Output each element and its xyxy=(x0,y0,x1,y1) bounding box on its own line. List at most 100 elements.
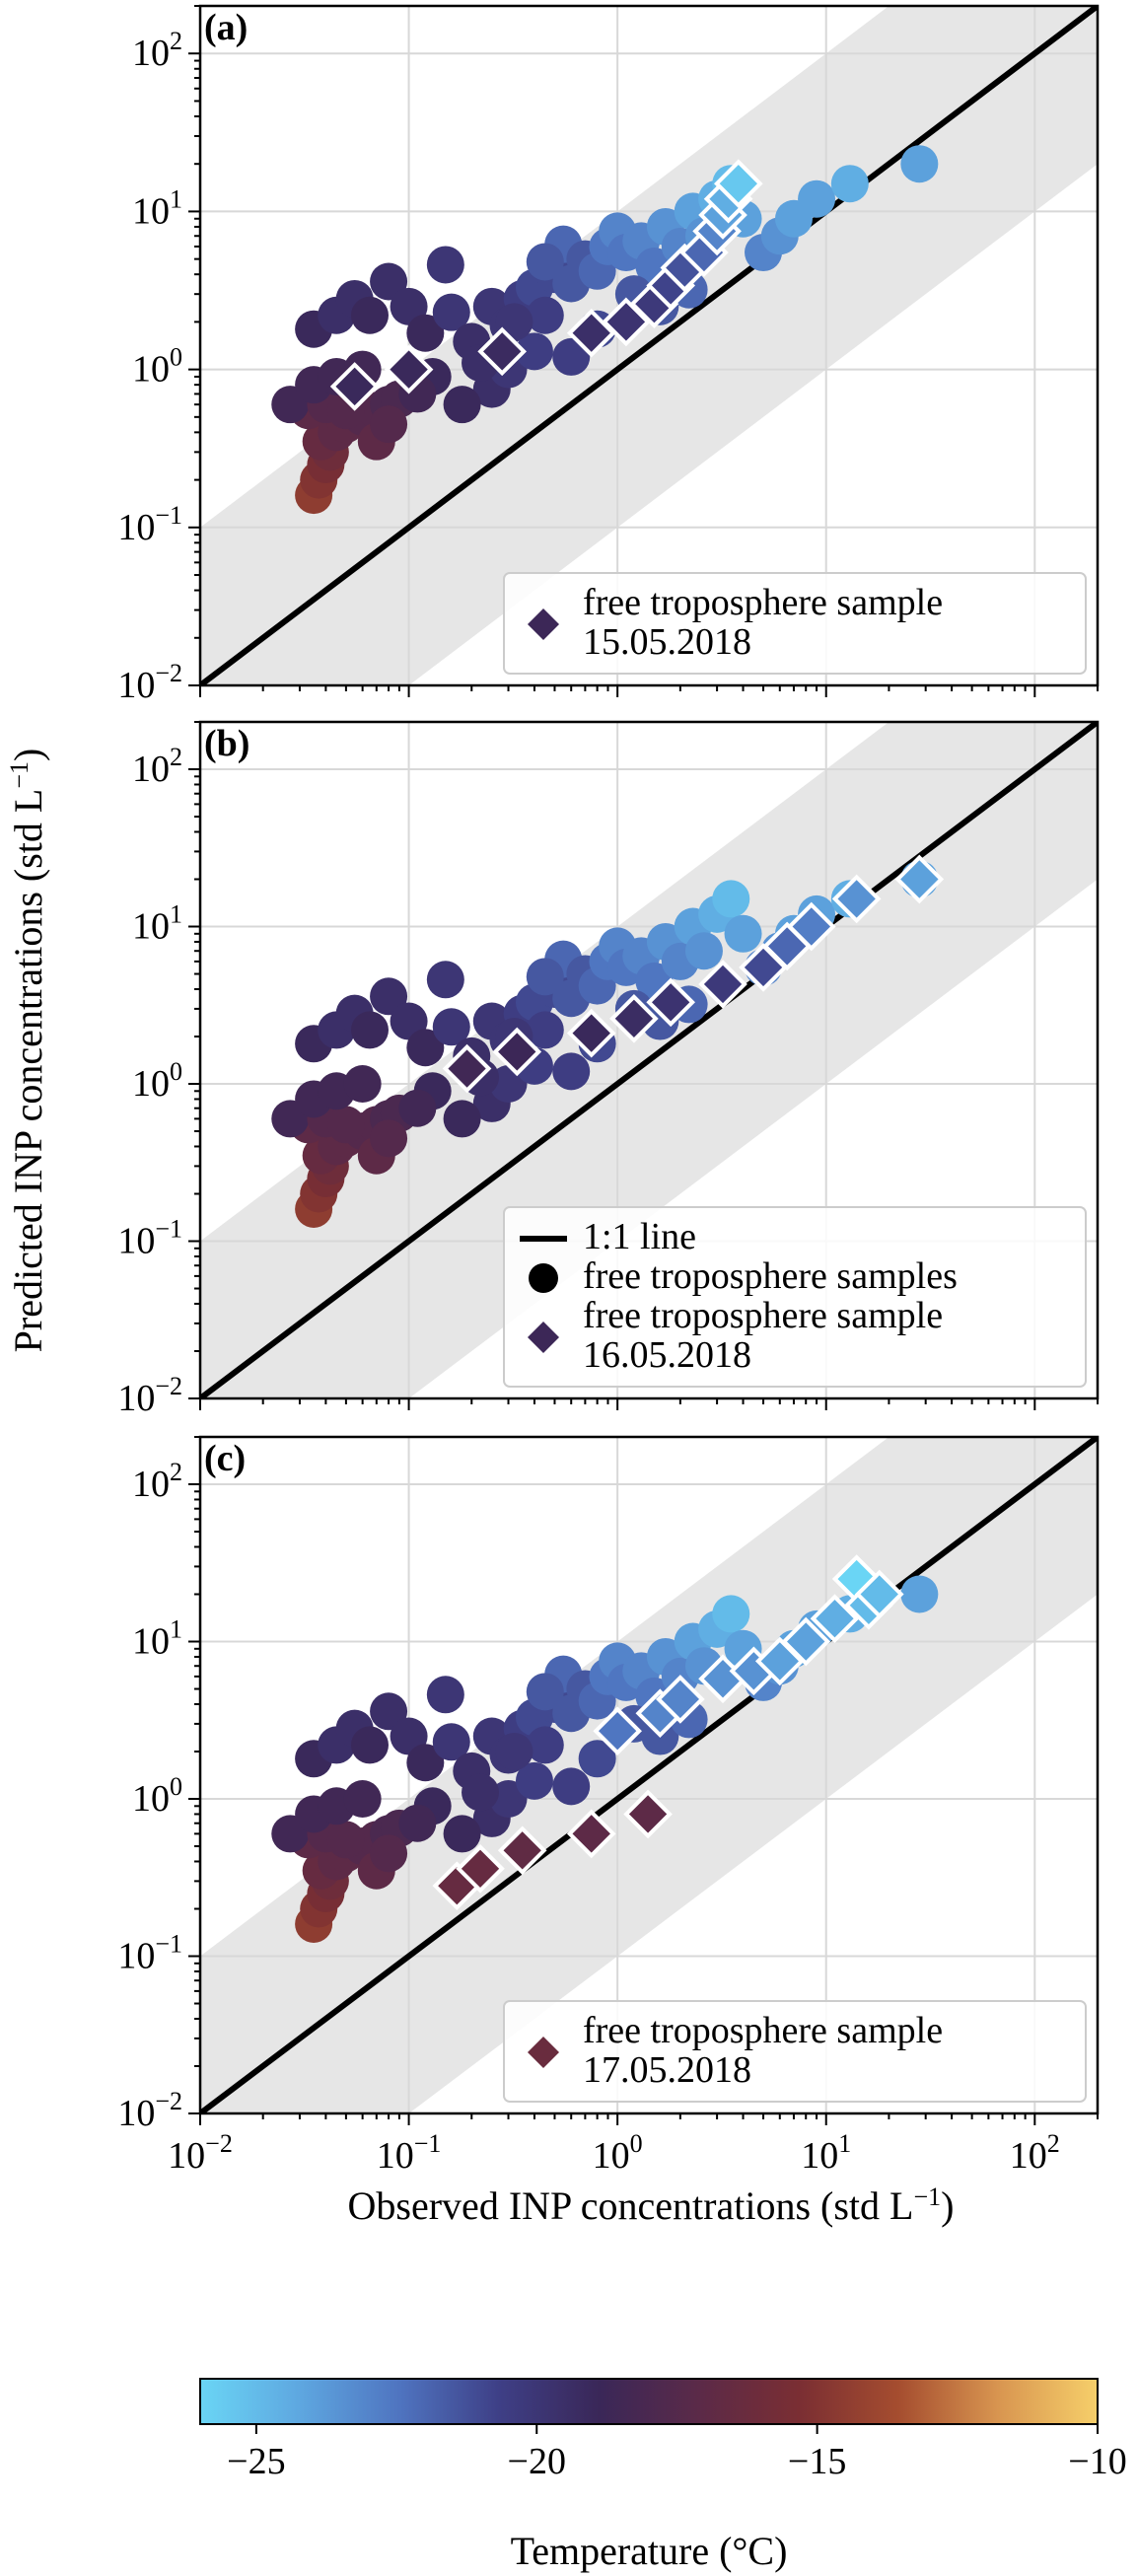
y-tick-label: 101 xyxy=(132,184,182,232)
data-point-circle xyxy=(578,1740,616,1778)
y-tick-label: 102 xyxy=(132,743,182,790)
y-tick-label: 10−2 xyxy=(117,659,182,706)
data-point-circle xyxy=(552,1052,591,1091)
data-point-diamond xyxy=(477,326,528,377)
data-point-circle xyxy=(900,145,939,183)
colorbar-gradient xyxy=(199,2378,1099,2425)
data-point-circle xyxy=(432,293,470,331)
data-point-diamond xyxy=(329,362,380,411)
colorbar: −25 −20 −15 −10 Temperature (°C) xyxy=(199,2378,1127,2573)
data-point-circle xyxy=(515,332,553,371)
legend-entry-text: 17.05.2018 xyxy=(583,2049,751,2091)
legend-diamond-marker xyxy=(528,1322,559,1353)
data-point-diamond xyxy=(593,1706,642,1756)
data-point-diamond xyxy=(442,1043,492,1094)
data-point-diamond xyxy=(623,1789,673,1839)
data-point-circle xyxy=(443,386,481,424)
data-point-circle xyxy=(443,1100,481,1138)
data-point-circle xyxy=(712,880,750,918)
panel-frame xyxy=(198,720,1100,1400)
data-point-diamond xyxy=(456,1843,505,1894)
panels: 10−2 10−1 100 101 102 (a) free troposphere sam… xyxy=(117,4,1100,2177)
data-point-diamond xyxy=(854,1569,904,1619)
one-to-one-line xyxy=(200,1437,1098,2113)
data-point-circle xyxy=(406,1029,445,1067)
data-point-circle xyxy=(552,337,591,376)
data-point-diamond xyxy=(698,960,747,1009)
data-point-diamond xyxy=(656,1675,705,1724)
data-point-circle xyxy=(526,243,564,281)
y-tick-label: 100 xyxy=(132,343,182,391)
data-point-circle xyxy=(495,1732,533,1770)
x-tick-label: 100 xyxy=(593,2129,643,2177)
legend-entry-text: free troposphere samples xyxy=(583,1255,958,1297)
data-point-circle xyxy=(326,1821,365,1859)
data-point-circle xyxy=(343,1780,382,1819)
data-point-circle xyxy=(900,1575,939,1613)
data-point-circle xyxy=(370,1834,408,1873)
data-point-circle xyxy=(432,1008,470,1046)
data-point-circle xyxy=(526,1673,564,1711)
panel-label: (c) xyxy=(204,1438,246,1479)
data-point-circle xyxy=(830,165,869,203)
y-tick-label: 10−1 xyxy=(117,1930,182,1977)
data-point-diamond xyxy=(713,159,763,209)
colorbar-tick-label: −25 xyxy=(227,2441,285,2482)
y-tick-label: 102 xyxy=(132,27,182,74)
data-point-circle xyxy=(552,1767,591,1806)
colorbar-ticks: −25 −20 −15 −10 xyxy=(227,2424,1127,2482)
data-point-circle xyxy=(370,1692,408,1731)
data-point-circle xyxy=(370,1119,408,1158)
data-point-diamond xyxy=(786,901,836,952)
data-point-diamond xyxy=(566,1008,616,1058)
legend-entry-text: free troposphere sample xyxy=(583,582,943,623)
y-tick-label: 100 xyxy=(132,1057,182,1105)
x-axis-label: Observed INP concentrations (std L−1) xyxy=(348,2182,955,2228)
data-point-circle xyxy=(526,1726,564,1764)
data-point-circle xyxy=(370,977,408,1016)
legend-box xyxy=(503,572,1087,675)
x-tick-label: 10−1 xyxy=(377,2129,442,2177)
data-point-diamond xyxy=(566,1809,616,1859)
data-point-diamond xyxy=(497,1825,547,1876)
panel-label: (b) xyxy=(204,723,249,764)
y-tick-label: 10−2 xyxy=(117,2087,182,2134)
colorbar-tick-label: −20 xyxy=(508,2441,566,2482)
colorbar-label: Temperature (°C) xyxy=(511,2529,788,2573)
data-point-circle xyxy=(426,961,464,999)
data-point-circle xyxy=(398,1804,437,1842)
data-point-circle xyxy=(350,1011,389,1049)
data-point-circle xyxy=(370,405,408,444)
data-point-circle xyxy=(712,1595,750,1633)
panel-label: (a) xyxy=(204,7,248,48)
x-tick-label: 102 xyxy=(1010,2129,1060,2177)
data-point-circle xyxy=(426,246,464,284)
legend-box xyxy=(503,1206,1087,1388)
data-point-diamond xyxy=(492,1027,542,1077)
y-tick-label: 100 xyxy=(132,1772,182,1820)
one-to-one-line xyxy=(200,6,1098,685)
y-tick-label: 102 xyxy=(132,1458,182,1505)
legend-entry-text: free troposphere sample xyxy=(583,2010,943,2051)
y-tick-label: 101 xyxy=(132,900,182,948)
data-point-circle xyxy=(350,1726,389,1764)
legend-circle-marker xyxy=(529,1263,558,1293)
data-point-circle xyxy=(462,1773,500,1812)
data-point-circle xyxy=(489,1780,528,1819)
y-tick-label: 10−1 xyxy=(117,501,182,548)
data-point-diamond xyxy=(831,874,882,924)
colorbar-tick-label: −15 xyxy=(788,2441,846,2482)
x-tick-label: 101 xyxy=(801,2129,851,2177)
panel-frame xyxy=(198,1435,1100,2115)
data-point-diamond xyxy=(646,977,695,1028)
legend-entry-text: 15.05.2018 xyxy=(583,621,751,663)
legend-entry-text: free troposphere sample xyxy=(583,1295,943,1336)
legend-diamond-marker xyxy=(528,608,559,640)
data-point-circle xyxy=(443,1815,481,1853)
legend-box xyxy=(503,2000,1087,2103)
data-point-circle xyxy=(515,1761,553,1800)
